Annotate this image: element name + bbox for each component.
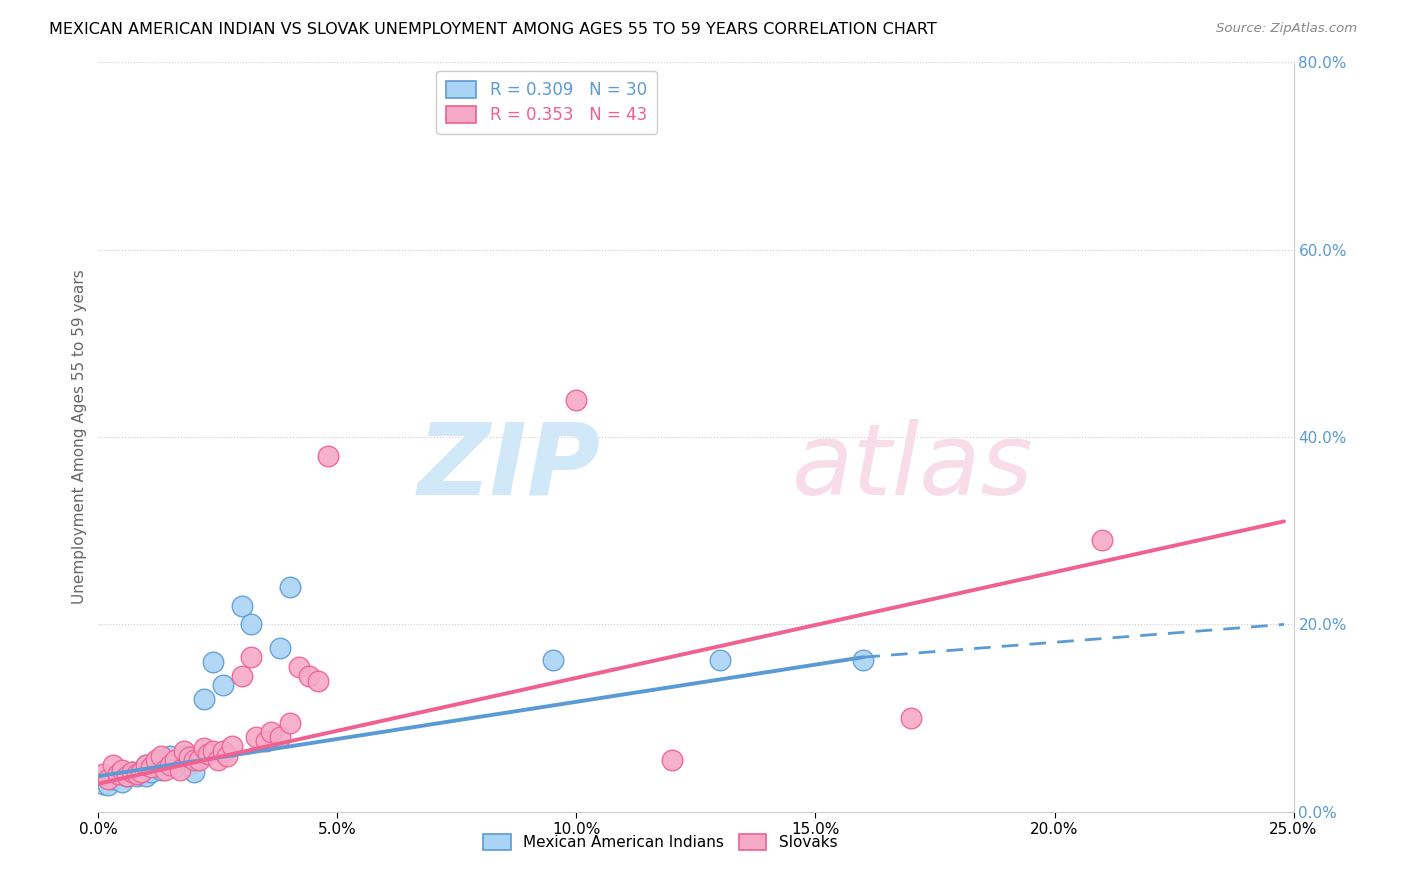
Point bbox=[211, 744, 233, 758]
Point bbox=[131, 765, 153, 780]
Point bbox=[155, 763, 177, 777]
Point bbox=[101, 772, 124, 786]
Legend: Mexican American Indians, Slovaks: Mexican American Indians, Slovaks bbox=[477, 829, 844, 856]
Point bbox=[121, 765, 143, 780]
Point bbox=[541, 653, 564, 667]
Point bbox=[107, 767, 129, 781]
Point bbox=[278, 715, 301, 730]
Point bbox=[139, 760, 162, 774]
Point bbox=[91, 767, 114, 781]
Point bbox=[169, 763, 191, 777]
Point bbox=[278, 580, 301, 594]
Point bbox=[111, 763, 134, 777]
Point bbox=[298, 669, 321, 683]
Text: MEXICAN AMERICAN INDIAN VS SLOVAK UNEMPLOYMENT AMONG AGES 55 TO 59 YEARS CORRELA: MEXICAN AMERICAN INDIAN VS SLOVAK UNEMPL… bbox=[49, 22, 936, 37]
Point bbox=[91, 776, 114, 791]
Point bbox=[159, 748, 181, 763]
Point bbox=[173, 744, 195, 758]
Point bbox=[1091, 533, 1114, 547]
Point bbox=[145, 753, 167, 767]
Point bbox=[202, 655, 225, 669]
Point bbox=[852, 653, 875, 667]
Point bbox=[240, 617, 263, 632]
Y-axis label: Unemployment Among Ages 55 to 59 years: Unemployment Among Ages 55 to 59 years bbox=[72, 269, 87, 605]
Point bbox=[125, 769, 148, 783]
Point bbox=[288, 659, 311, 673]
Point bbox=[101, 758, 124, 772]
Point bbox=[197, 747, 219, 761]
Point bbox=[900, 711, 922, 725]
Point bbox=[254, 734, 277, 748]
Point bbox=[269, 640, 291, 655]
Point bbox=[139, 765, 162, 780]
Point bbox=[202, 744, 225, 758]
Point bbox=[107, 767, 129, 781]
Point bbox=[163, 753, 186, 767]
Point bbox=[193, 692, 215, 706]
Point bbox=[217, 748, 239, 763]
Point bbox=[231, 669, 253, 683]
Point bbox=[121, 765, 143, 780]
Point bbox=[565, 392, 588, 407]
Point bbox=[269, 730, 291, 744]
Text: atlas: atlas bbox=[792, 418, 1033, 516]
Text: Source: ZipAtlas.com: Source: ZipAtlas.com bbox=[1216, 22, 1357, 36]
Point bbox=[173, 748, 195, 763]
Point bbox=[135, 758, 157, 772]
Point bbox=[135, 769, 157, 783]
Point bbox=[125, 767, 148, 781]
Point bbox=[259, 725, 281, 739]
Point bbox=[145, 760, 167, 774]
Point bbox=[240, 650, 263, 665]
Text: ZIP: ZIP bbox=[418, 418, 600, 516]
Point bbox=[149, 763, 172, 777]
Point bbox=[163, 760, 186, 774]
Point bbox=[179, 758, 201, 772]
Point bbox=[307, 673, 329, 688]
Point bbox=[159, 758, 181, 772]
Point bbox=[115, 769, 138, 783]
Point bbox=[207, 753, 229, 767]
Point bbox=[111, 774, 134, 789]
Point bbox=[211, 678, 233, 692]
Point bbox=[183, 765, 205, 780]
Point bbox=[97, 772, 120, 786]
Point bbox=[193, 741, 215, 756]
Point bbox=[221, 739, 243, 753]
Point bbox=[187, 753, 209, 767]
Point bbox=[97, 779, 120, 793]
Point bbox=[183, 753, 205, 767]
Point bbox=[135, 758, 157, 772]
Point bbox=[316, 449, 339, 463]
Point bbox=[115, 769, 138, 783]
Point bbox=[179, 750, 201, 764]
Point bbox=[661, 753, 683, 767]
Point bbox=[245, 730, 267, 744]
Point bbox=[155, 753, 177, 767]
Point bbox=[709, 653, 731, 667]
Point bbox=[231, 599, 253, 613]
Point bbox=[149, 748, 172, 763]
Point bbox=[131, 767, 153, 781]
